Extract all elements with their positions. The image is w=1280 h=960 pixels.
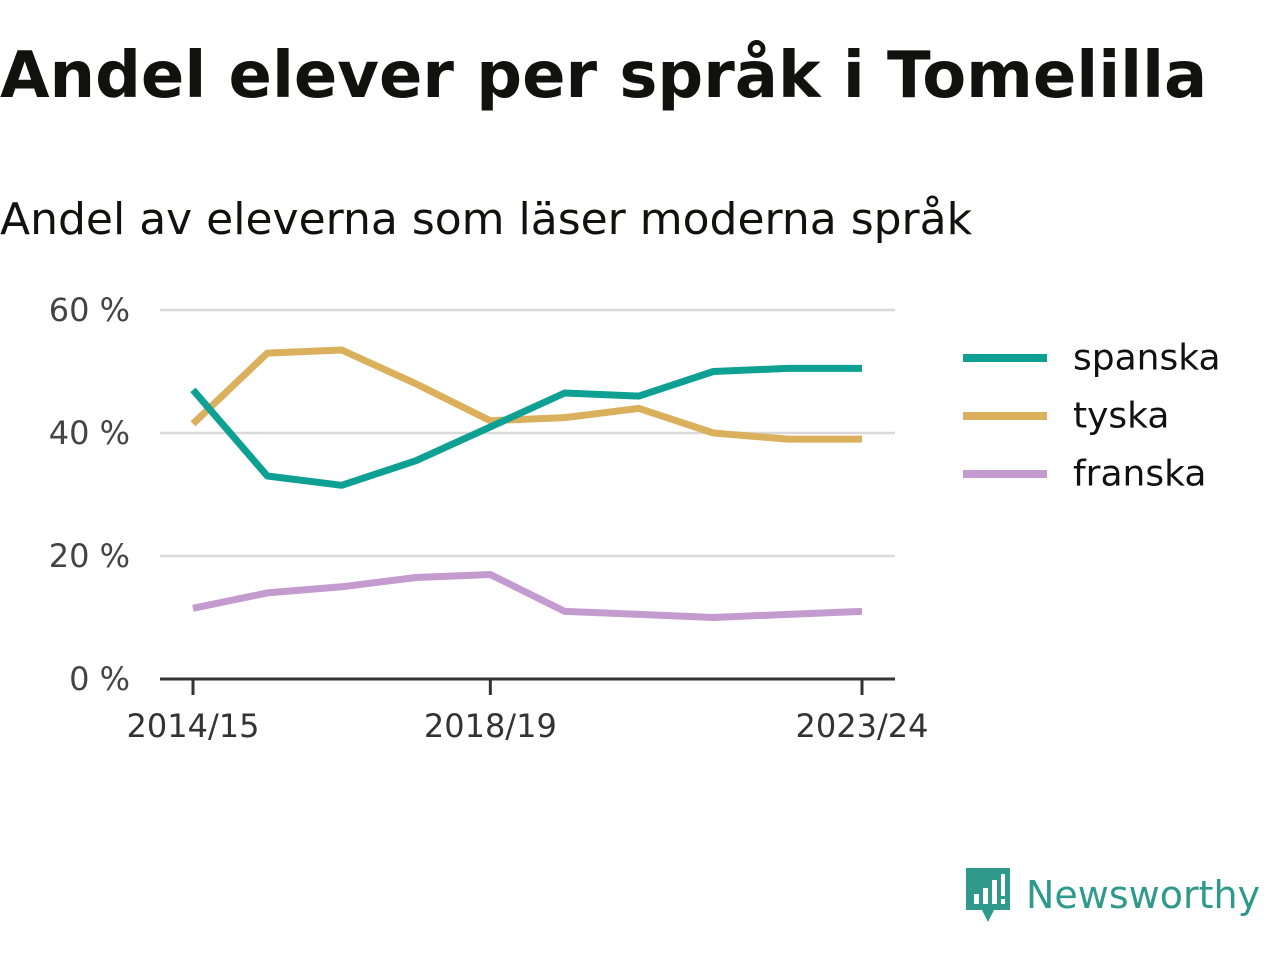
y-tick-label: 0 %: [69, 660, 130, 698]
series-line-franska: [192, 571, 863, 621]
legend: spanska tyska franska: [963, 338, 1221, 495]
series-line-tyska: [190, 346, 862, 443]
y-tick-label: 20 %: [49, 537, 130, 575]
y-tick-label: 40 %: [49, 414, 130, 452]
x-tick-label: 2023/24: [796, 707, 929, 745]
series-line-spanska: [190, 364, 862, 489]
series-lines: [190, 346, 863, 621]
legend-label-tyska: tyska: [1073, 396, 1169, 437]
x-tick-label: 2018/19: [424, 707, 557, 745]
grid-lines: [160, 308, 895, 558]
brand-name: Newsworthy: [1026, 873, 1261, 917]
y-tick-label: 60 %: [49, 291, 130, 329]
legend-label-spanska: spanska: [1073, 338, 1221, 379]
x-tick-label: 2014/15: [127, 707, 260, 745]
chart-subtitle: Andel av eleverna som läser moderna språ…: [0, 194, 973, 245]
y-tick-labels: 0 % 20 % 40 % 60 %: [49, 291, 130, 698]
newsworthy-logo-icon: [966, 868, 1010, 922]
chart-title: Andel elever per språk i Tomelilla: [0, 39, 1208, 113]
brand-logo: Newsworthy: [962, 862, 1260, 928]
x-axis: 2014/15 2018/19 2023/24: [127, 677, 929, 745]
legend-label-franska: franska: [1073, 454, 1206, 495]
